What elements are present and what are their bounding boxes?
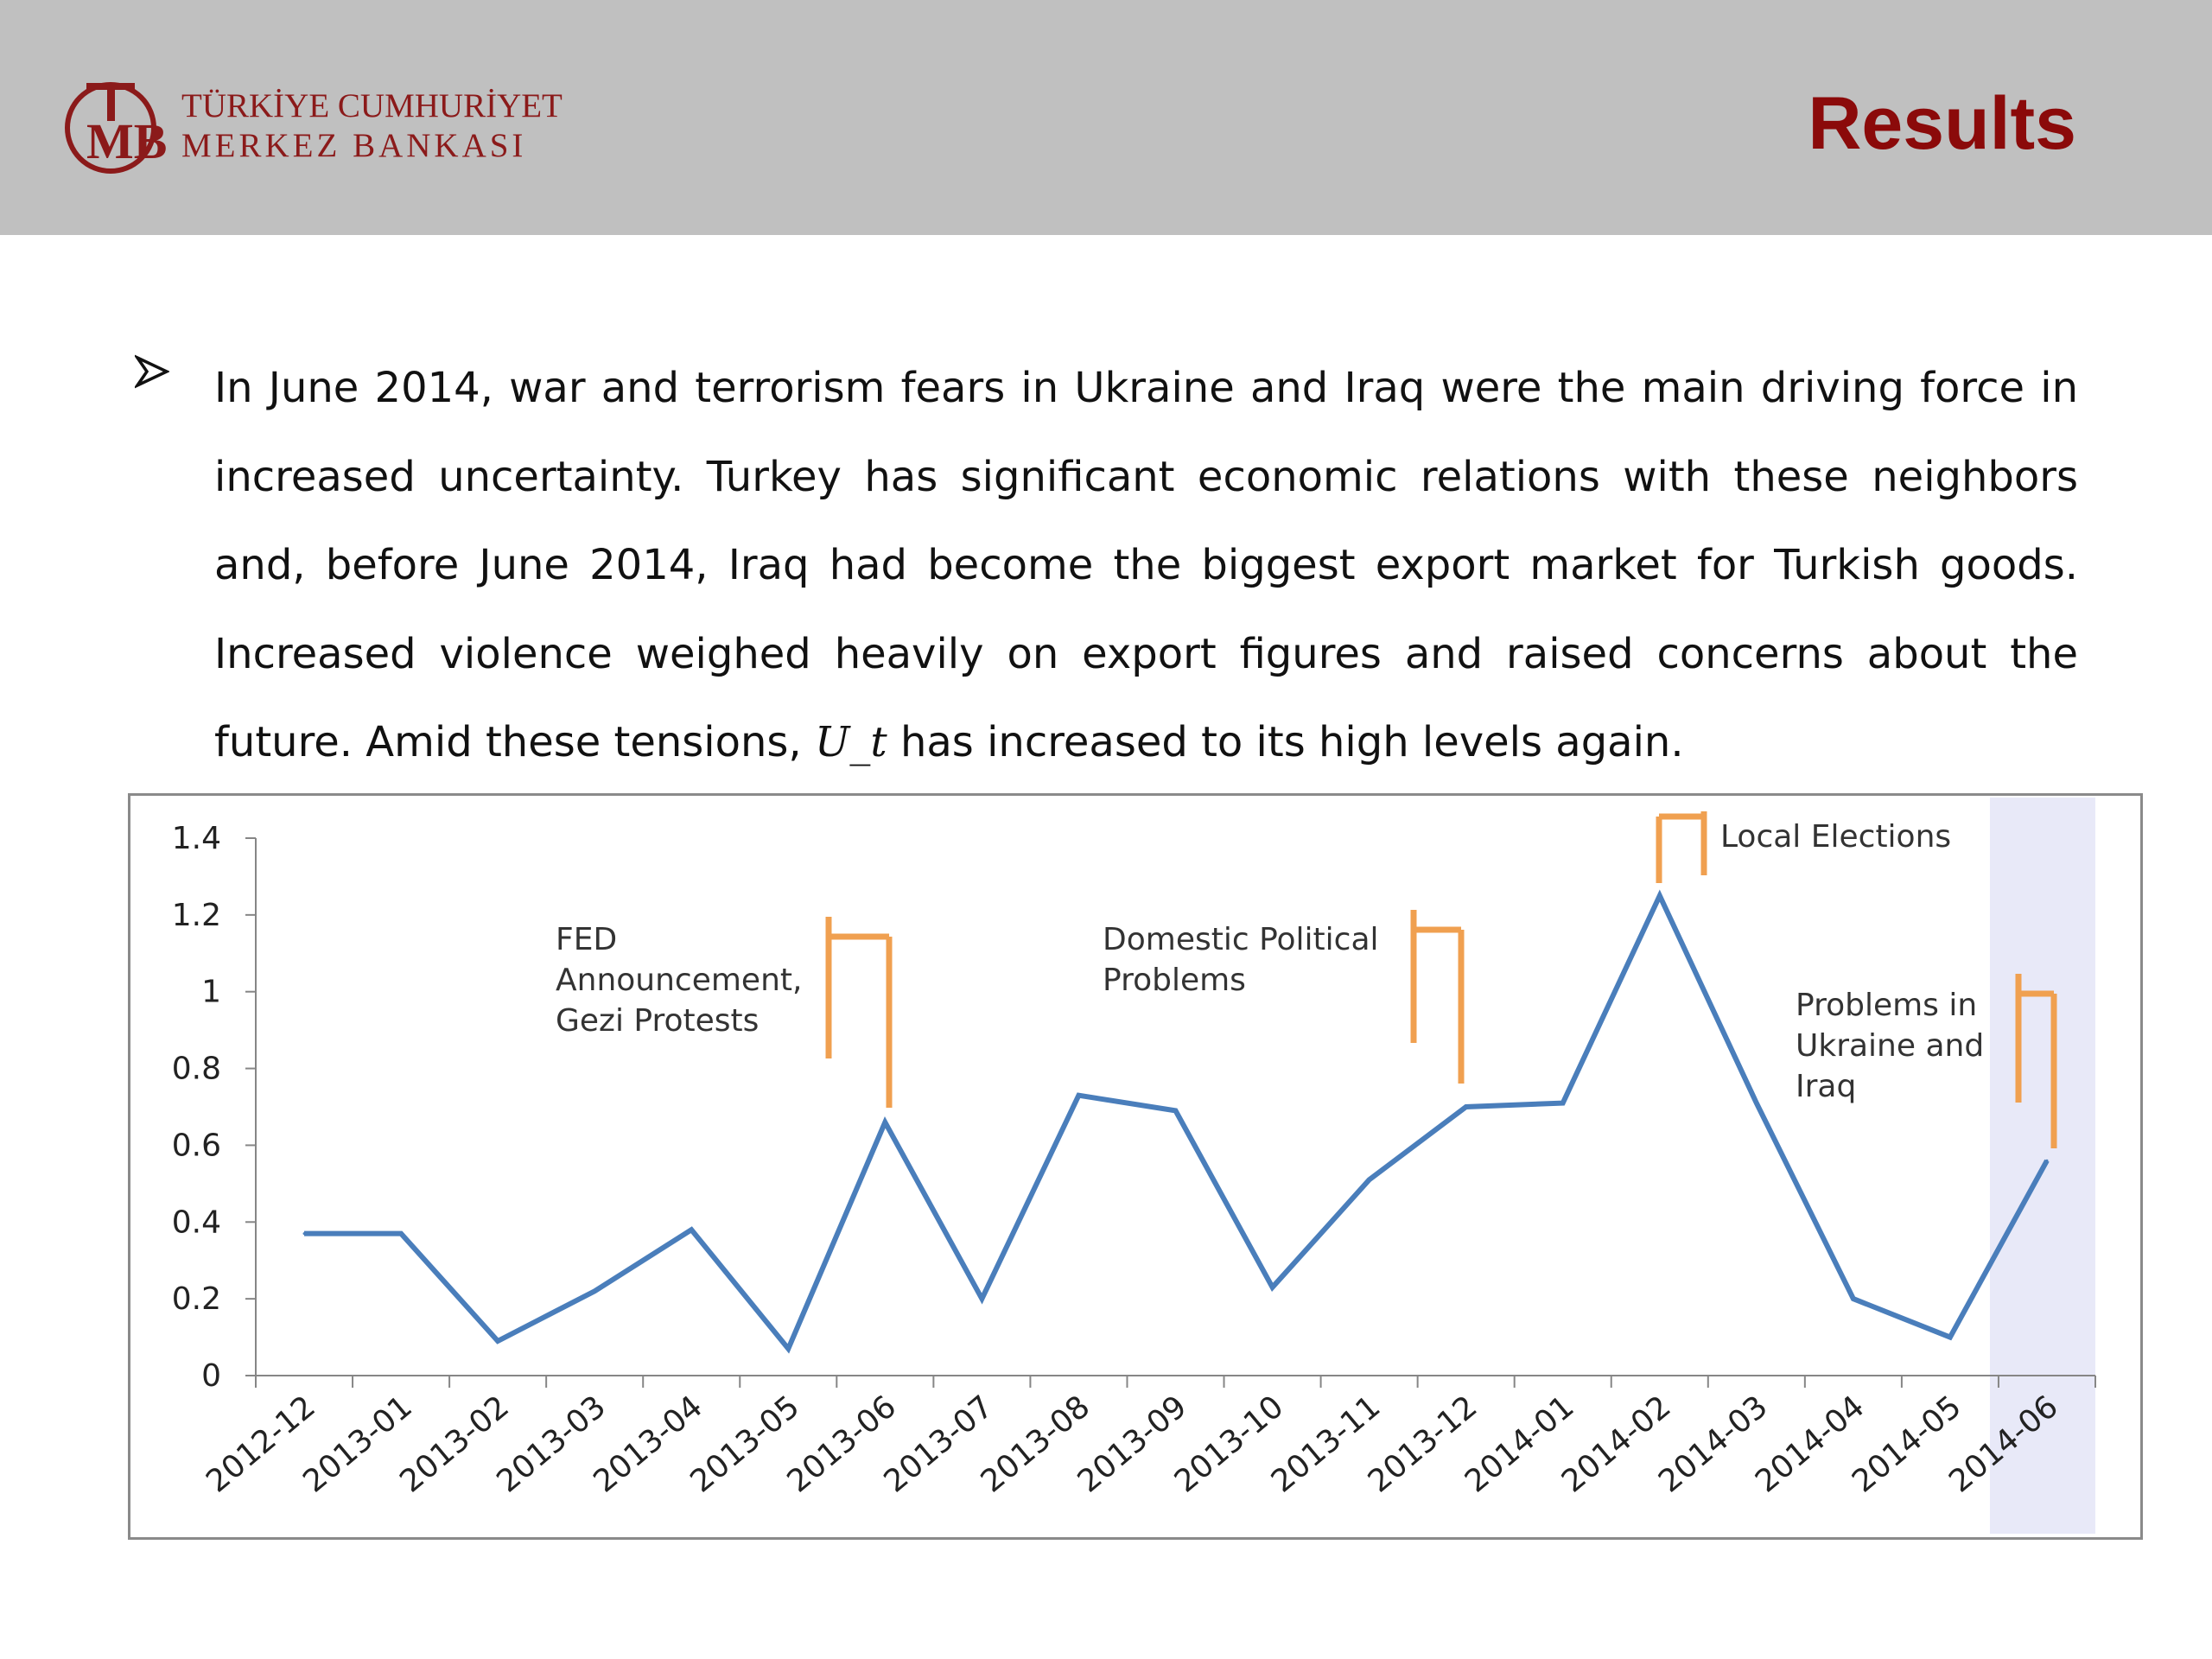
data-point (883, 1121, 887, 1124)
x-tick-label: 2014-01 (1459, 1389, 1581, 1499)
data-point (1174, 1109, 1177, 1112)
x-tick-label: 2014-03 (1652, 1389, 1775, 1499)
arrowhead-bullet-icon (135, 354, 169, 389)
data-point (1561, 1102, 1565, 1105)
x-tick-label: 2014-04 (1749, 1389, 1872, 1499)
x-tick-label: 2013-06 (781, 1389, 904, 1499)
uncertainty-line-chart: 00.20.40.60.811.21.42012-122013-012013-0… (172, 798, 2096, 1534)
annotation-label: Gezi Protests (556, 1003, 759, 1039)
y-tick-label: 0.8 (172, 1052, 221, 1087)
x-tick-label: 2012-12 (200, 1389, 322, 1499)
annotation-label: Announcement, (556, 963, 802, 998)
x-tick-label: 2014-02 (1555, 1389, 1678, 1499)
data-point (690, 1228, 693, 1231)
body-paragraph: In June 2014, war and terrorism fears in… (214, 344, 2078, 787)
data-point (1368, 1178, 1371, 1181)
tcmb-logo: MB TÜRKİYE CUMHURİYET MERKEZ BANKASI (60, 76, 563, 180)
data-point (2045, 1159, 2049, 1162)
x-tick-label: 2013-10 (1168, 1389, 1291, 1499)
x-tick-label: 2013-03 (490, 1389, 613, 1499)
y-tick-label: 1 (201, 975, 221, 1010)
x-tick-label: 2013-02 (393, 1389, 516, 1499)
y-tick-label: 0.6 (172, 1128, 221, 1163)
y-tick-label: 0 (201, 1358, 221, 1394)
y-tick-label: 0.2 (172, 1281, 221, 1317)
logo-text-line1: TÜRKİYE CUMHURİYET (181, 87, 563, 124)
data-point (980, 1297, 983, 1300)
data-point (1755, 1102, 1758, 1105)
data-point (496, 1339, 499, 1343)
y-tick-label: 1.4 (172, 821, 221, 856)
data-point (593, 1289, 596, 1293)
x-tick-label: 2013-04 (587, 1389, 709, 1499)
x-tick-label: 2013-09 (1071, 1389, 1194, 1499)
data-point (399, 1232, 403, 1236)
x-tick-label: 2013-07 (878, 1389, 1001, 1499)
annotation-label: FED (556, 922, 617, 957)
annotation-label: Ukraine and (1796, 1028, 1984, 1064)
x-tick-label: 2013-05 (683, 1389, 806, 1499)
data-point (1658, 894, 1662, 898)
data-point (1948, 1336, 1952, 1339)
data-point (1465, 1105, 1468, 1109)
paragraph-text-part1: In June 2014, war and terrorism fears in… (214, 364, 2078, 766)
x-tick-label: 2013-08 (975, 1389, 1097, 1499)
x-tick-label: 2014-05 (1846, 1389, 1968, 1499)
data-point (302, 1232, 306, 1236)
annotation-label: Problems in (1796, 988, 1977, 1023)
paragraph-text-part2: has increased to its high levels again. (887, 718, 1684, 766)
svg-text:MB: MB (86, 113, 167, 169)
x-tick-label: 2013-12 (1362, 1389, 1484, 1499)
math-variable-u-t: U_t (814, 718, 887, 766)
data-point (1271, 1286, 1274, 1289)
data-point (1077, 1094, 1080, 1097)
tcmb-emblem-icon: MB (65, 82, 167, 174)
annotation-label: Iraq (1796, 1069, 1856, 1104)
data-point (1852, 1297, 1855, 1300)
x-tick-label: 2013-11 (1265, 1389, 1388, 1499)
annotation-label: Domestic Political (1103, 922, 1379, 957)
annotation-label: Problems (1103, 963, 1246, 998)
header-bar: MB TÜRKİYE CUMHURİYET MERKEZ BANKASI Res… (0, 0, 2212, 235)
annotation-label: Local Elections (1720, 819, 1951, 855)
y-tick-label: 0.4 (172, 1205, 221, 1240)
x-tick-label: 2013-01 (296, 1389, 419, 1499)
y-tick-label: 1.2 (172, 898, 221, 933)
chart-frame: 0 0.2 0.4 0.6 0.8 1 1.2 1.4 2012-12 2013-01 2013-0… (128, 793, 2143, 1540)
page-title: Results (1808, 82, 2076, 165)
data-point (786, 1347, 790, 1351)
logo-text-line2: MERKEZ BANKASI (181, 127, 527, 164)
